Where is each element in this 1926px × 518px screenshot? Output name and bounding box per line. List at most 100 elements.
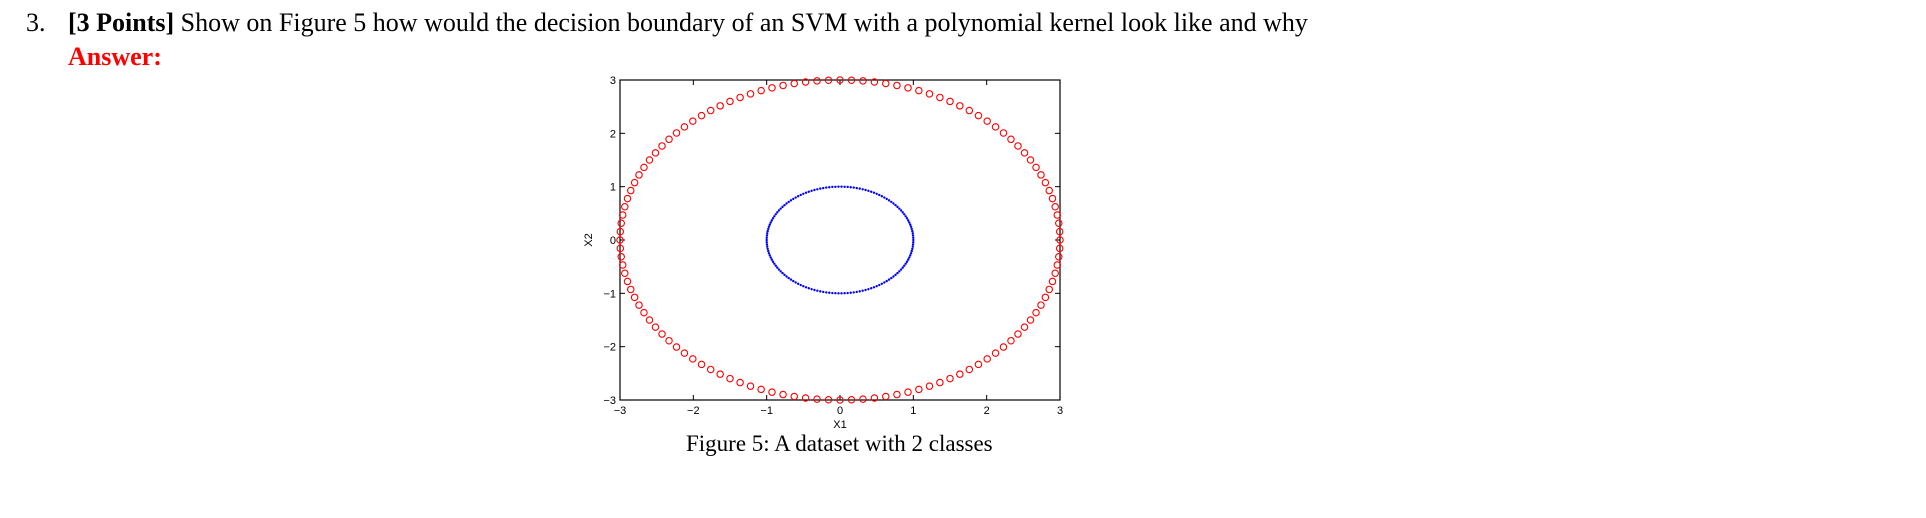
inner-class-point	[885, 197, 888, 201]
inner-class-point	[843, 292, 846, 295]
outer-class-point	[983, 117, 991, 125]
outer-class-point	[635, 301, 643, 309]
outer-class-point	[859, 395, 867, 403]
outer-class-point	[983, 355, 991, 363]
outer-class-point	[936, 93, 944, 102]
outer-class-point	[790, 79, 799, 88]
outer-class-point	[904, 388, 912, 396]
inner-class-point	[852, 291, 855, 294]
outer-class-point	[1051, 202, 1059, 211]
outer-class-point	[813, 395, 821, 403]
inner-class-point	[911, 229, 914, 233]
outer-class-point	[836, 76, 844, 84]
inner-class-point	[840, 292, 843, 295]
inner-class-point	[912, 241, 915, 244]
outer-class-point	[965, 365, 974, 374]
outer-class-point	[672, 129, 681, 137]
inner-class-point	[855, 186, 858, 190]
inner-class-point	[861, 289, 864, 292]
outer-class-point	[1045, 285, 1053, 294]
outer-class-point	[991, 123, 1000, 131]
outer-class-point	[757, 385, 765, 394]
inner-class-point	[899, 268, 903, 271]
outer-class-point	[635, 171, 643, 179]
plot-frame	[619, 79, 1061, 401]
inner-class-point	[810, 287, 813, 291]
outer-class-point	[915, 385, 923, 394]
inner-class-point	[804, 286, 808, 289]
inner-class-point	[769, 256, 772, 259]
inner-class-point	[855, 290, 858, 294]
outer-class-point	[697, 111, 706, 120]
outer-class-point	[640, 308, 648, 317]
inner-class-point	[867, 287, 870, 291]
inner-class-point	[894, 203, 897, 207]
inner-class-point	[906, 219, 910, 222]
outer-class-point	[956, 370, 964, 378]
inner-class-point	[785, 202, 788, 205]
y-tick-label: −3	[603, 395, 616, 407]
inner-class-point	[864, 188, 867, 192]
x-tick-label: 3	[1057, 405, 1063, 417]
inner-class-point	[766, 232, 769, 235]
inner-class-point	[899, 209, 903, 212]
inner-class-point	[910, 227, 913, 231]
inner-class-point	[861, 188, 864, 191]
y-tick-label: −1	[603, 288, 616, 300]
outer-class-point	[645, 156, 654, 164]
inner-class-point	[906, 258, 910, 261]
inner-class-point	[867, 189, 870, 193]
outer-class-point	[925, 382, 934, 390]
inner-class-point	[810, 189, 813, 193]
outer-class-point	[658, 142, 666, 150]
inner-class-point	[825, 291, 828, 294]
outer-class-point	[859, 77, 867, 85]
inner-class-point	[908, 221, 911, 224]
figure-caption: Figure 5: A dataset with 2 classes	[686, 431, 993, 456]
question-points: [3 Points]	[68, 8, 175, 37]
outer-class-point	[616, 227, 625, 236]
outer-class-point	[1053, 211, 1062, 219]
outer-class-point	[1041, 293, 1050, 302]
inner-class-point	[789, 199, 793, 202]
inner-class-point	[825, 186, 828, 189]
outer-class-point	[697, 360, 706, 369]
outer-class-point	[726, 374, 734, 383]
inner-class-point	[849, 291, 852, 294]
outer-class-point	[665, 336, 673, 345]
outer-class-point	[847, 76, 856, 84]
outer-class-point	[1026, 156, 1035, 164]
inner-class-point	[831, 185, 834, 189]
inner-class-point	[901, 211, 904, 214]
outer-class-point	[925, 90, 934, 98]
outer-class-point	[617, 219, 625, 228]
x-tick-label: 1	[910, 405, 916, 417]
outer-class-point	[1055, 219, 1063, 228]
inner-class-point	[909, 254, 912, 257]
inner-class-point	[864, 288, 867, 292]
inner-class-point	[896, 205, 899, 209]
question-text: Show on Figure 5 how would the decision …	[180, 8, 1308, 37]
inner-class-point	[846, 291, 849, 295]
outer-class-point	[630, 178, 639, 187]
inner-class-point	[796, 195, 800, 198]
question-line: 3. [3 Points] Show on Figure 5 how would …	[26, 8, 1308, 38]
outer-class-point	[881, 392, 890, 401]
outer-class-point	[1048, 194, 1057, 203]
inner-class-point	[840, 185, 843, 188]
inner-class-point	[794, 196, 797, 199]
outer-class-point	[651, 323, 660, 331]
inner-class-point	[792, 279, 795, 283]
outer-class-point	[706, 365, 715, 374]
outer-class-point	[974, 111, 983, 120]
inner-class-point	[777, 268, 781, 271]
x-tick-label: 2	[984, 405, 990, 417]
inner-class-point	[883, 281, 886, 284]
inner-class-point	[787, 200, 790, 204]
outer-class-point	[706, 106, 715, 115]
inner-class-point	[765, 241, 768, 244]
outer-class-point	[956, 102, 964, 110]
inner-class-point	[911, 245, 914, 248]
x-axis-label: X1	[833, 419, 846, 430]
outer-class-point	[1037, 301, 1045, 309]
